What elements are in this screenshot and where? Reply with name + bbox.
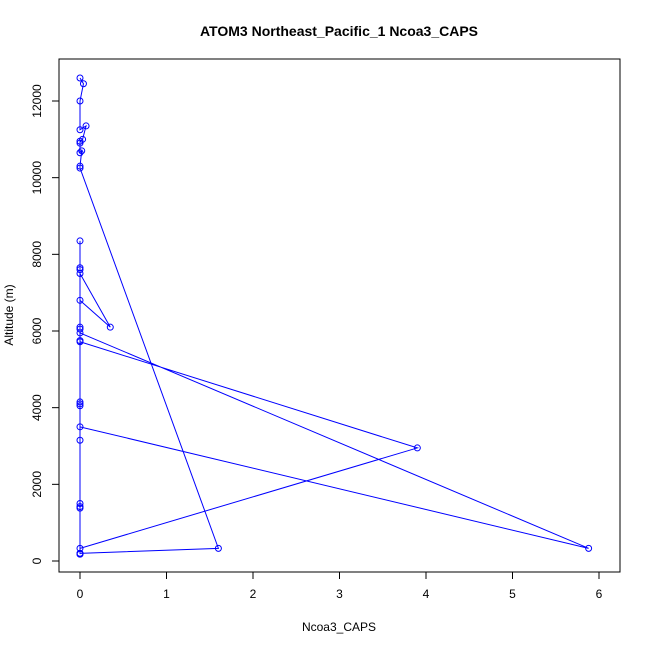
data-point: [76, 270, 84, 277]
y-tick-label: 8000: [30, 241, 44, 268]
data-point: [76, 338, 84, 346]
y-tick-label: 0: [30, 557, 44, 564]
series-layer: [76, 74, 593, 558]
data-point: [76, 126, 84, 134]
y-axis: 0 2000 4000 6000 8000 10000 12000: [30, 84, 60, 564]
data-point: [76, 237, 84, 245]
data-point: [76, 400, 84, 408]
x-tick-label: 2: [250, 587, 257, 601]
y-tick-label: 10000: [30, 161, 44, 195]
plot-frame: [58, 58, 621, 573]
data-point: [413, 444, 421, 452]
data-point: [76, 329, 84, 337]
x-tick-label: 3: [336, 587, 343, 601]
data-point: [78, 147, 86, 155]
x-tick-label: 6: [596, 587, 603, 601]
data-point: [76, 500, 84, 507]
data-point: [76, 97, 84, 105]
data-point: [79, 80, 87, 88]
data-point: [76, 423, 84, 431]
x-tick-label: 0: [77, 587, 84, 601]
x-axis: 0 1 2 3 4 5 6: [77, 571, 603, 601]
y-tick-label: 12000: [30, 84, 44, 118]
data-point: [76, 549, 84, 557]
chart-title: ATOM3 Northeast_Pacific_1 Ncoa3_CAPS: [200, 23, 478, 39]
x-tick-label: 4: [423, 587, 430, 601]
data-point: [76, 325, 84, 333]
data-point: [76, 398, 84, 406]
y-tick-label: 6000: [30, 317, 44, 344]
y-tick-label: 2000: [30, 471, 44, 498]
y-axis-label: Altitude (m): [2, 284, 16, 345]
data-point: [76, 74, 84, 82]
data-point: [82, 122, 90, 130]
series-line: [79, 77, 589, 555]
data-point: [76, 504, 84, 512]
data-point: [214, 544, 222, 552]
data-point: [76, 164, 84, 172]
data-point: [76, 436, 84, 444]
data-point: [76, 137, 84, 145]
x-axis-label: Ncoa3_CAPS: [302, 620, 376, 634]
data-point: [76, 266, 84, 274]
data-point: [76, 162, 84, 170]
data-point: [76, 296, 84, 304]
data-point: [106, 323, 114, 331]
data-point: [76, 139, 84, 147]
data-point: [76, 149, 84, 157]
data-point: [585, 544, 593, 552]
data-point: [76, 402, 84, 410]
x-tick-label: 1: [163, 587, 170, 601]
x-tick-label: 5: [509, 587, 516, 601]
y-tick-label: 4000: [30, 394, 44, 421]
